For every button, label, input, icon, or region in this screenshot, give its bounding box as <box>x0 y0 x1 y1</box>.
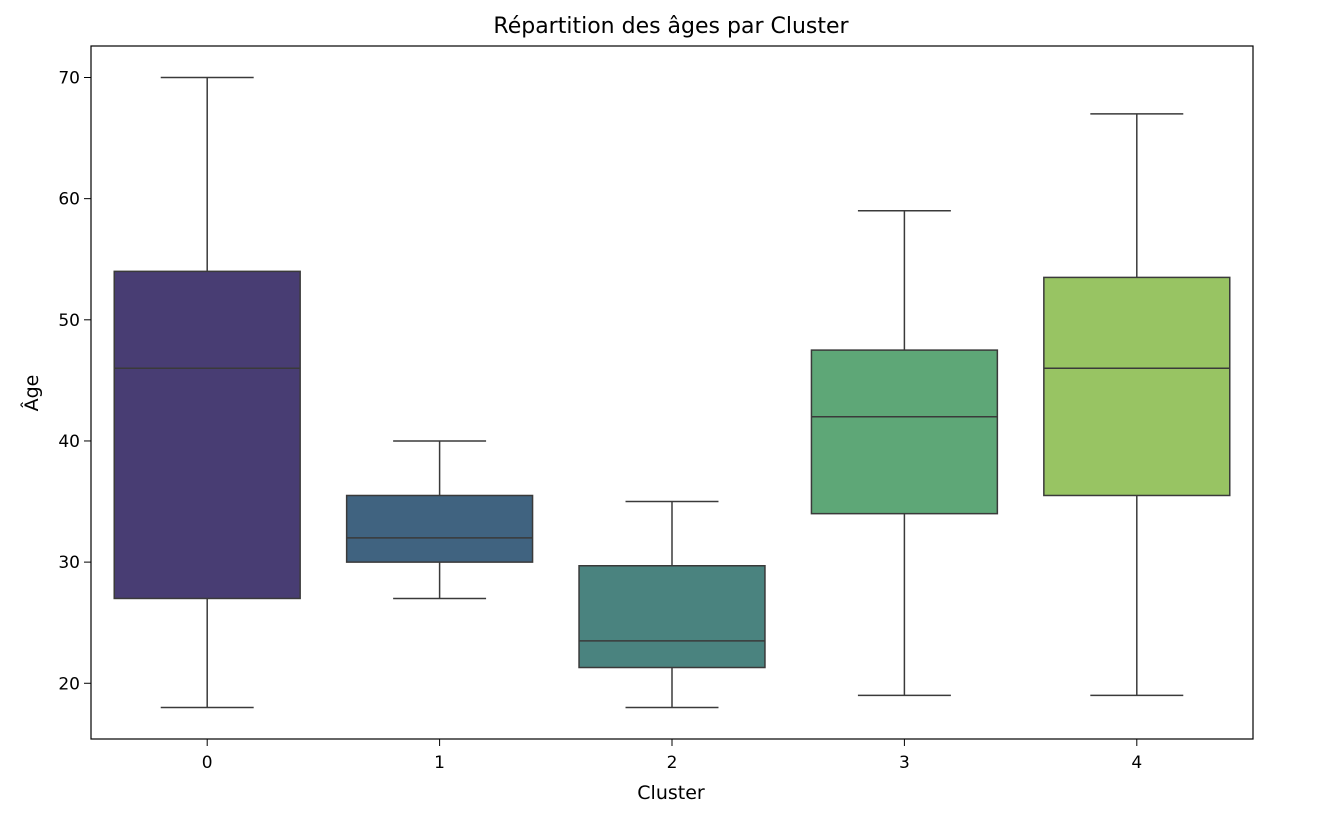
x-tick-label: 3 <box>899 753 910 773</box>
iqr-box <box>113 270 301 600</box>
x-tick-label: 2 <box>667 753 678 773</box>
y-tick-label: 20 <box>58 674 80 694</box>
x-axis-label: Cluster <box>637 782 705 804</box>
y-tick-label: 30 <box>58 553 80 573</box>
x-axis: 0 1 2 3 4 <box>202 739 1142 773</box>
chart-title: Répartition des âges par Cluster <box>493 14 849 39</box>
iqr-box <box>810 349 999 515</box>
y-tick-label: 40 <box>58 432 80 452</box>
x-tick-label: 4 <box>1131 753 1142 773</box>
y-tick-label: 60 <box>58 190 80 210</box>
box-cluster-0 <box>113 76 301 709</box>
x-tick-label: 1 <box>434 753 445 773</box>
y-axis: 20 30 40 50 60 70 <box>58 69 91 694</box>
y-tick-label: 70 <box>58 69 80 89</box>
iqr-box <box>1043 276 1231 497</box>
plot-area <box>113 76 1231 709</box>
x-tick-label: 0 <box>202 753 213 773</box>
box-cluster-2 <box>578 500 766 709</box>
y-tick-label: 50 <box>58 311 80 331</box>
iqr-box <box>578 565 766 669</box>
y-axis-label: Âge <box>20 375 43 412</box>
box-cluster-1 <box>345 440 534 600</box>
box-cluster-4 <box>1043 113 1231 697</box>
box-cluster-3 <box>810 210 999 697</box>
iqr-box <box>345 494 534 563</box>
